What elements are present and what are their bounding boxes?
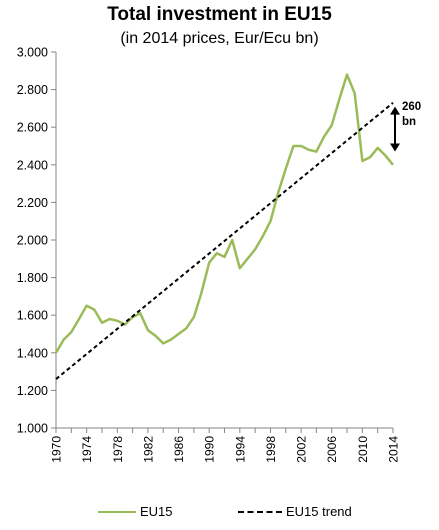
x-tick-label: 1978 xyxy=(111,436,125,463)
y-tick-label: 2.400 xyxy=(17,158,48,172)
x-tick-label: 1970 xyxy=(50,436,64,463)
legend-item-eu15: EU15 xyxy=(98,504,173,519)
arrow-head-down xyxy=(390,143,400,152)
y-tick-label: 1.000 xyxy=(17,422,48,436)
x-tick-label: 1982 xyxy=(141,436,155,463)
legend-swatch-eu15-trend xyxy=(238,510,282,513)
x-tick-label: 1990 xyxy=(203,436,217,463)
difference-arrow xyxy=(390,106,400,152)
y-tick-label: 2.200 xyxy=(17,196,48,210)
y-tick-label: 1.400 xyxy=(17,346,48,360)
y-tick-label: 1.600 xyxy=(17,309,48,323)
legend-label-eu15: EU15 xyxy=(140,504,173,519)
arrow-head-up xyxy=(390,106,400,115)
x-tick-label: 2010 xyxy=(356,436,370,463)
legend-label-eu15-trend: EU15 trend xyxy=(286,504,352,519)
legend-item-eu15-trend: EU15 trend xyxy=(238,504,352,519)
x-tick-label: 1974 xyxy=(80,436,94,463)
y-axis-ticks: 1.000 1.200 1.400 1.600 1.800 2.000 2.200 2.400… xyxy=(17,46,56,436)
gap-annotation-value: 260 xyxy=(402,101,422,113)
y-tick-label: 3.000 xyxy=(17,46,48,60)
x-tick-label: 2014 xyxy=(387,436,401,463)
chart-subtitle: (in 2014 prices, Eur/Ecu bn) xyxy=(120,30,319,47)
line-chart: 1.000 1.200 1.400 1.600 1.800 2.000 2.200 2.400… xyxy=(17,46,401,463)
y-tick-label: 2.600 xyxy=(17,121,48,135)
gap-annotation: 260 bn xyxy=(402,100,421,130)
x-axis-ticks: 1970 1974 1978 1982 1986 1990 1994 1998 2002 2006… xyxy=(50,428,401,463)
x-tick-label: 1986 xyxy=(172,436,186,463)
y-tick-label: 1.800 xyxy=(17,271,48,285)
chart-legend: EU15 EU15 trend xyxy=(0,504,439,524)
y-tick-label: 2.800 xyxy=(17,83,48,97)
chart-title: Total investment in EU15 xyxy=(107,4,332,25)
series-layer xyxy=(54,73,394,380)
x-tick-label: 1998 xyxy=(264,436,278,463)
series-line-eu15 xyxy=(54,73,394,354)
x-tick-label: 2002 xyxy=(295,436,309,463)
gap-annotation-unit: bn xyxy=(402,116,417,128)
series-line-eu15-trend xyxy=(55,102,394,380)
y-tick-label: 1.200 xyxy=(17,384,48,398)
x-tick-label: 1994 xyxy=(233,436,247,463)
legend-swatch-eu15 xyxy=(98,510,136,513)
x-tick-label: 2006 xyxy=(325,436,339,463)
y-tick-label: 2.000 xyxy=(17,234,48,248)
